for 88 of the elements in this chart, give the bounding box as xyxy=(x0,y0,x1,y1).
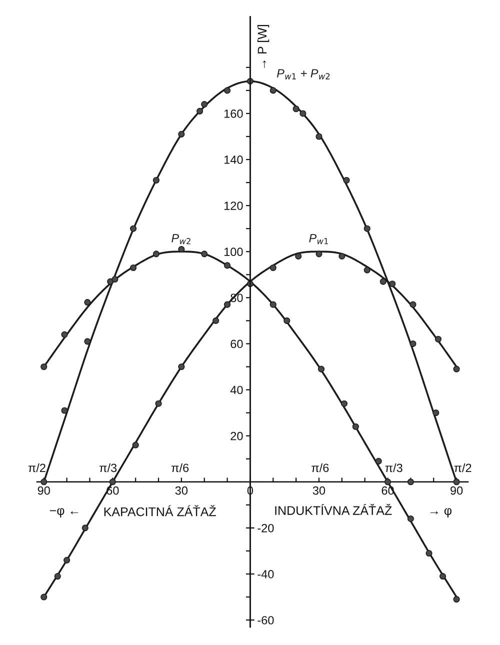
point xyxy=(434,336,442,342)
annotation: π/2 xyxy=(454,463,472,472)
point xyxy=(212,317,220,324)
point xyxy=(380,278,386,285)
point xyxy=(155,400,162,407)
series-label: P$_{w1}$ + P$_{w2}$ xyxy=(276,69,330,80)
y2-tick-label: -40 xyxy=(258,570,274,578)
series-label: P$_{w1}$ xyxy=(309,234,328,244)
y-tick-label: 160 xyxy=(224,110,243,118)
point xyxy=(453,366,460,372)
point xyxy=(40,478,48,486)
x-tick-label: 90 xyxy=(450,486,463,495)
point xyxy=(40,363,48,370)
point xyxy=(112,276,118,283)
point xyxy=(178,130,185,138)
point xyxy=(270,87,276,94)
point xyxy=(270,301,276,308)
y2-tick-label: -20 xyxy=(258,524,274,532)
y-tick-label: 40 xyxy=(230,386,243,394)
y-tick-label: 120 xyxy=(224,202,243,210)
y-tick-label: 140 xyxy=(224,156,243,164)
y-tick-label: 60 xyxy=(230,340,243,348)
y-tick-label: 100 xyxy=(224,248,243,256)
series-label: P$_{w2}$ xyxy=(172,234,190,244)
point xyxy=(152,250,160,258)
annotation: π/3 xyxy=(100,463,117,472)
point xyxy=(352,423,359,430)
point xyxy=(224,262,231,269)
point xyxy=(300,110,306,117)
y2-tick-label: -60 xyxy=(258,616,274,624)
point xyxy=(432,410,440,416)
point xyxy=(178,246,185,253)
point xyxy=(440,573,446,580)
point xyxy=(84,338,91,345)
point xyxy=(364,225,370,232)
point xyxy=(152,176,160,184)
point xyxy=(410,340,416,348)
point xyxy=(340,400,348,407)
point xyxy=(453,596,460,603)
point xyxy=(40,594,48,600)
annotation: π/3 xyxy=(385,463,402,472)
point xyxy=(375,458,382,464)
annotation: π/2 xyxy=(28,463,46,472)
point xyxy=(426,550,432,557)
point xyxy=(316,133,322,140)
point xyxy=(178,363,185,370)
y-tick-label: 20 xyxy=(230,432,243,440)
point xyxy=(453,478,460,486)
point xyxy=(338,252,346,260)
point xyxy=(270,264,276,272)
point xyxy=(61,407,68,414)
x-tick-label: 90 xyxy=(38,486,50,495)
point xyxy=(224,301,231,308)
point xyxy=(389,280,396,288)
point xyxy=(109,478,116,486)
x-tick-label: 30 xyxy=(175,486,188,495)
point xyxy=(407,515,414,522)
annotation: KAPACITNÁ ZÁŤAŽ xyxy=(104,505,216,516)
point xyxy=(407,478,414,486)
point xyxy=(201,100,208,108)
point xyxy=(384,478,392,486)
point xyxy=(364,266,370,274)
point xyxy=(343,176,350,184)
point xyxy=(410,301,416,308)
point xyxy=(130,264,137,272)
annotation: π/6 xyxy=(172,463,189,472)
point xyxy=(64,556,70,564)
point xyxy=(295,252,302,260)
annotation: −φ ← xyxy=(50,508,78,518)
point xyxy=(130,225,137,232)
point xyxy=(201,250,208,258)
point xyxy=(284,317,290,324)
point xyxy=(224,87,231,94)
point xyxy=(318,366,325,372)
x-tick-label: 30 xyxy=(312,486,326,495)
point xyxy=(54,573,61,580)
annotation: INDUKTÍVNA ZÁŤAŽ xyxy=(275,504,392,515)
point xyxy=(107,278,114,285)
y2-axis-title: → P [W] xyxy=(257,25,270,68)
point xyxy=(61,331,68,338)
point xyxy=(132,442,139,448)
x-axis-title: → φ xyxy=(430,508,452,518)
annotation: π/6 xyxy=(312,463,329,472)
point xyxy=(84,299,91,306)
point xyxy=(196,108,204,114)
point xyxy=(316,250,322,258)
point xyxy=(292,106,300,112)
point xyxy=(82,524,88,532)
